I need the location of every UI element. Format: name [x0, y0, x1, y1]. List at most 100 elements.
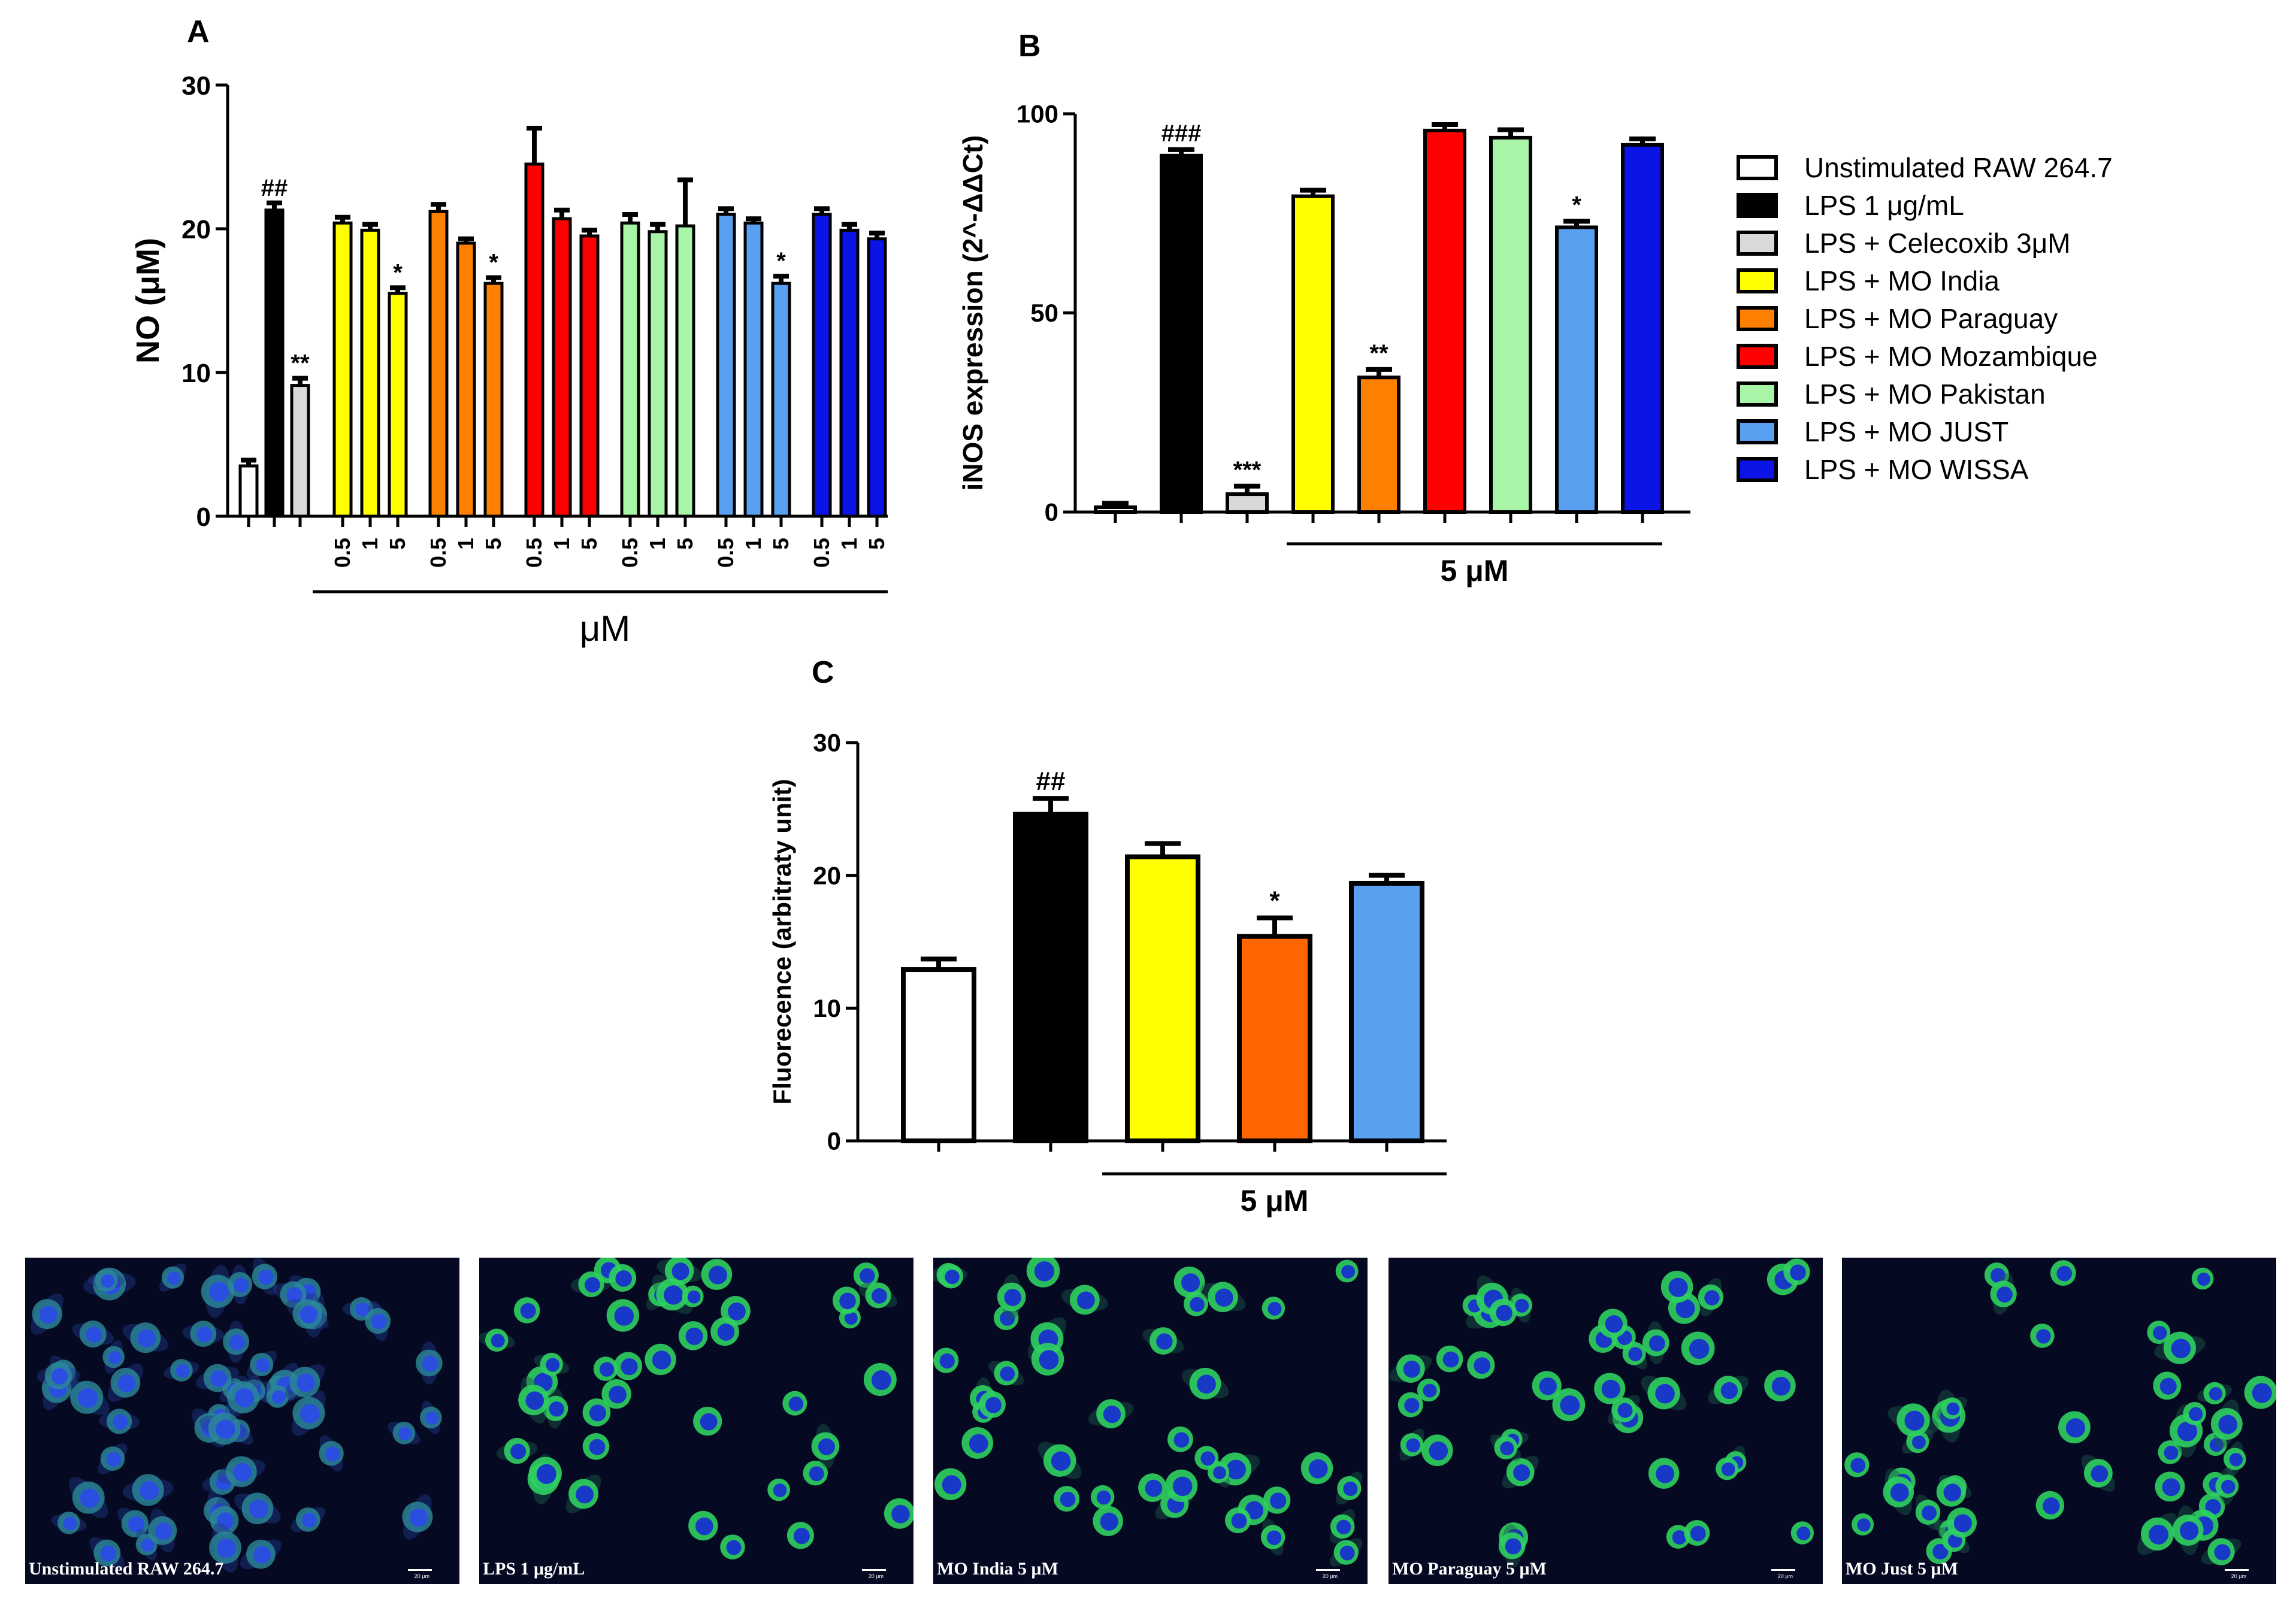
significance-label: * [776, 248, 786, 274]
cell-nucleus [113, 1414, 128, 1430]
cell-nucleus [1103, 1406, 1121, 1424]
bar [456, 241, 476, 518]
legend-swatch [1737, 306, 1778, 331]
bar [524, 162, 544, 518]
cell-nucleus [1953, 1514, 1972, 1533]
cell-nucleus [1213, 1466, 1226, 1480]
cell-nucleus [1034, 1261, 1055, 1282]
cell-nucleus [671, 1262, 689, 1280]
cell-nucleus [1932, 1543, 1949, 1559]
legend-swatch [1737, 155, 1778, 180]
scale-label: 20 μm [868, 1573, 884, 1579]
cell-nucleus [1721, 1462, 1735, 1476]
y-tick-label: 30 [181, 71, 211, 101]
cell-nucleus [945, 1270, 960, 1285]
cell-nucleus [1890, 1483, 1909, 1502]
cell-nucleus [1197, 1374, 1216, 1394]
cell-nucleus [39, 1306, 58, 1324]
cell-nucleus [1655, 1383, 1675, 1404]
cell-nucleus [155, 1522, 173, 1540]
cell-nucleus [300, 1306, 318, 1324]
cell-nucleus [1904, 1410, 1925, 1431]
cell-nucleus [609, 1385, 627, 1404]
cell-nucleus [520, 1303, 536, 1319]
cell-nucleus [2229, 1452, 2243, 1467]
cell-nucleus [1943, 1483, 1962, 1501]
bar [620, 221, 640, 518]
legend-label: LPS + MO India [1804, 265, 1999, 296]
cell-nucleus [234, 1388, 255, 1408]
cell-nucleus [2148, 1524, 2169, 1545]
cell-nucleus [1403, 1360, 1421, 1378]
cell-nucleus [216, 1474, 232, 1491]
cell-nucleus [80, 1488, 99, 1508]
y-tick-label: 0 [1045, 498, 1058, 526]
cell-nucleus [1404, 1398, 1420, 1413]
bar [1489, 135, 1532, 514]
cell-nucleus [2209, 1438, 2224, 1452]
cell-nucleus [1336, 1519, 1351, 1535]
cell-nucleus [2252, 1383, 2272, 1403]
cell-nucleus [141, 1539, 155, 1552]
x-tick-label: 5 [481, 538, 506, 550]
cell-nucleus [1341, 1265, 1355, 1279]
scale-bar [408, 1569, 432, 1571]
cell-nucleus [2056, 1265, 2073, 1282]
cell-nucleus [128, 1516, 145, 1533]
cell-nucleus [985, 1397, 1002, 1413]
y-tick-label: 20 [813, 861, 841, 889]
cell-nucleus [398, 1427, 412, 1441]
cell-nucleus [422, 1355, 438, 1372]
cell-nucleus [1266, 1530, 1282, 1545]
y-axis-title: iNOS expression (2^-ΔΔCt) [957, 135, 988, 491]
scale-bar [2225, 1569, 2249, 1571]
x-axis-title: μM [580, 608, 631, 649]
cell-nucleus [2197, 1272, 2211, 1286]
chart-c-fluorescence: 0 10 20 30 Fluorecence (arbitraty unit) ## * 5 … [768, 729, 1447, 1218]
cell-nucleus [1771, 1376, 1791, 1396]
micrograph-caption: Unstimulated RAW 264.7 [29, 1559, 224, 1579]
cell-nucleus [2164, 1445, 2179, 1460]
cell-nucleus [536, 1464, 556, 1484]
cell-nucleus [1215, 1288, 1233, 1307]
bar [1357, 375, 1400, 514]
cell-nucleus [1689, 1339, 1710, 1359]
cell-nucleus [167, 1271, 181, 1285]
cell-nucleus [1226, 1459, 1247, 1480]
cell-nucleus [1076, 1291, 1095, 1310]
cell-nucleus [1912, 1435, 1926, 1449]
cell-nucleus [615, 1270, 632, 1287]
legend-swatch [1737, 344, 1778, 369]
x-axis-title: 5 μM [1441, 554, 1509, 588]
cell-nucleus [2218, 1415, 2238, 1434]
micrograph-caption: MO India 5 μM [937, 1559, 1058, 1579]
cell-nucleus [271, 1390, 286, 1404]
cell-nucleus [101, 1274, 114, 1288]
cell-nucleus [871, 1370, 891, 1390]
cell-nucleus [685, 1327, 703, 1345]
cell-nucleus [1172, 1476, 1193, 1497]
x-tick-label: 1 [549, 538, 574, 550]
cell-nucleus [2159, 1377, 2177, 1395]
cell-nucleus [839, 1292, 856, 1310]
x-tick-label: 0.5 [809, 538, 834, 568]
y-axis-title: NO (μM) [130, 238, 166, 364]
bar [1423, 128, 1466, 514]
scale-label: 20 μm [1322, 1573, 1338, 1579]
cell-nucleus [726, 1540, 742, 1555]
legend-swatch [1737, 231, 1778, 256]
cell-nucleus [409, 1508, 428, 1527]
scale-label: 20 μm [1777, 1573, 1793, 1579]
bar [290, 384, 310, 518]
cell-nucleus [1690, 1525, 1706, 1542]
micrograph-caption: MO Just 5 μM [1846, 1559, 1958, 1579]
legend-label: LPS + Celecoxib 3μM [1804, 228, 2071, 259]
cell-nucleus [1704, 1290, 1720, 1306]
cell-nucleus [2214, 1544, 2231, 1561]
scale-label: 20 μm [414, 1573, 429, 1579]
cell-nucleus [793, 1528, 810, 1545]
bar [360, 228, 380, 518]
legend-swatch [1737, 193, 1778, 218]
y-tick-label: 100 [1017, 100, 1058, 128]
